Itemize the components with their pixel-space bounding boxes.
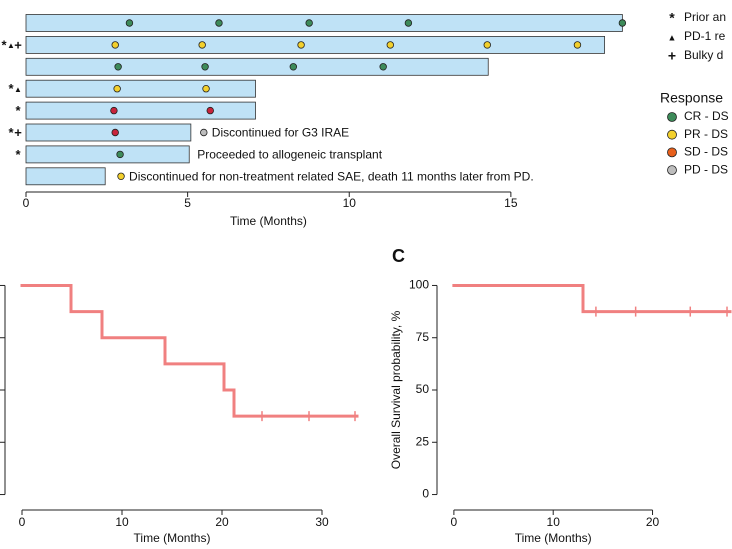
legend-swatch — [667, 165, 677, 176]
response-dot — [305, 19, 313, 27]
y-tick-label: 50 — [416, 382, 430, 396]
row-marker: * — [15, 147, 21, 162]
duration-bar — [25, 123, 192, 142]
response-dot — [379, 63, 387, 71]
legend-label: Prior an — [684, 10, 726, 24]
x-axis-label: Time (Months) — [230, 214, 307, 228]
duration-bar — [25, 79, 256, 98]
response-dot — [386, 41, 394, 49]
legend-swatch — [667, 147, 677, 158]
duration-bar — [25, 167, 106, 186]
y-tick-label: 0 — [422, 487, 429, 501]
panel-label: C — [392, 246, 405, 266]
response-dot — [573, 41, 582, 49]
row-marker: + — [14, 125, 22, 140]
legend-label: PR - DS — [684, 127, 728, 141]
legend-symbol: + — [668, 48, 676, 64]
legend-symbol: * — [669, 10, 675, 26]
legend-label: CR - DS — [684, 109, 729, 123]
response-dot — [206, 106, 214, 115]
response-dot — [111, 41, 119, 49]
duration-bar — [25, 101, 256, 120]
legend-swatch — [667, 129, 677, 140]
row-marker: * — [1, 37, 7, 52]
response-dot — [116, 150, 124, 159]
y-axis-label: Overall Survival probability, % — [389, 310, 403, 469]
response-dot — [200, 128, 208, 137]
response-dot — [202, 84, 210, 93]
row-marker: + — [14, 37, 22, 52]
response-dot — [111, 128, 119, 137]
x-tick-label: 20 — [215, 515, 229, 529]
x-axis-label: Time (Months) — [134, 531, 211, 545]
response-dot — [618, 19, 627, 27]
response-dot — [289, 63, 298, 71]
row-marker: * — [15, 103, 21, 118]
legend-title: Response — [660, 90, 723, 106]
x-tick-label: 10 — [343, 196, 357, 210]
row-marker: ▲ — [7, 41, 15, 50]
response-dot — [113, 84, 121, 93]
legend-symbol: ▲ — [668, 32, 677, 42]
response-dot — [114, 63, 122, 71]
x-tick-label: 15 — [504, 196, 518, 210]
x-tick-label: 0 — [451, 515, 458, 529]
x-tick-label: 10 — [115, 515, 129, 529]
legend-label: SD - DS — [684, 145, 728, 159]
x-tick-label: 0 — [23, 196, 30, 210]
x-tick-label: 10 — [547, 515, 561, 529]
legend-label: PD - DS — [684, 162, 728, 176]
response-dot — [110, 106, 118, 115]
duration-bar — [25, 14, 623, 32]
x-tick-label: 30 — [315, 515, 329, 529]
legend-label: PD-1 re — [684, 29, 726, 43]
y-tick-label: 75 — [416, 330, 430, 344]
legend-swatch — [667, 112, 677, 122]
x-tick-label: 20 — [646, 515, 660, 529]
x-tick-label: 0 — [19, 515, 26, 529]
duration-bar — [25, 57, 489, 76]
y-tick-label: 25 — [416, 434, 430, 448]
response-dot — [198, 41, 206, 49]
row-marker: ▲ — [14, 85, 22, 94]
x-axis-label: Time (Months) — [515, 531, 592, 545]
duration-bar — [25, 36, 606, 54]
legend-label: Bulky d — [684, 48, 723, 62]
response-dot — [404, 19, 413, 27]
row-marker: * — [8, 81, 14, 96]
response-dot — [215, 19, 223, 27]
row-marker: * — [8, 125, 14, 140]
response-dot — [201, 63, 209, 71]
duration-bar — [25, 145, 190, 164]
response-dot — [125, 19, 134, 27]
response-dot — [297, 41, 305, 49]
annotation: Proceeded to allogeneic transplant — [197, 148, 382, 162]
x-tick-label: 5 — [184, 196, 191, 210]
response-dot — [117, 172, 125, 180]
y-tick-label: 100 — [409, 278, 429, 292]
annotation: Discontinued for G3 IRAE — [212, 126, 349, 140]
response-dot — [483, 41, 491, 49]
annotation: Discontinued for non-treatment related S… — [129, 169, 534, 183]
